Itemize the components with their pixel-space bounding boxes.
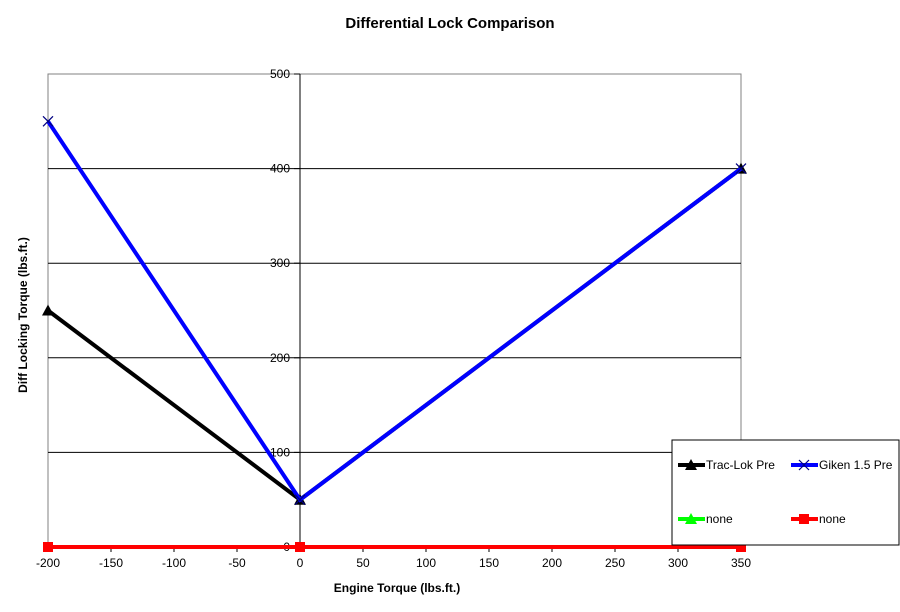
legend-item-2: none: [678, 512, 733, 526]
data-point: [295, 542, 305, 552]
chart-title: Differential Lock Comparison: [345, 15, 554, 32]
legend-item-0: Trac-Lok Pre: [678, 458, 775, 472]
data-point: [43, 542, 53, 552]
x-tick-label: 50: [356, 556, 370, 570]
y-axis-title: Diff Locking Torque (lbs.ft.): [16, 237, 30, 393]
series-3: [43, 542, 746, 552]
legend-marker: [798, 459, 810, 471]
legend-label: none: [819, 512, 846, 526]
data-point: [736, 542, 746, 552]
marker-stroke: [294, 494, 306, 506]
legend-label: Trac-Lok Pre: [706, 458, 775, 472]
legend-marker: [685, 513, 697, 524]
legend-item-1: Giken 1.5 Pre: [791, 458, 893, 472]
marker-stroke: [798, 459, 810, 471]
x-tick-label: 300: [668, 556, 688, 570]
marker-stroke: [42, 115, 54, 127]
data-point: [42, 115, 54, 127]
y-tick-label: 300: [270, 256, 290, 270]
legend-marker: [799, 514, 809, 524]
legend: Trac-Lok Pre Giken 1.5 Pre none none: [671, 439, 900, 546]
x-tick-label: 200: [542, 556, 562, 570]
x-tick-label: -100: [162, 556, 186, 570]
x-tick-label: 0: [297, 556, 304, 570]
gridlines: [48, 168, 741, 453]
x-tick-label: 250: [605, 556, 625, 570]
marker-stroke: [735, 163, 747, 175]
x-tick-label: -150: [99, 556, 123, 570]
data-point: [735, 163, 747, 175]
plot-area: [47, 73, 742, 548]
x-tick-label: 100: [416, 556, 436, 570]
legend-label: Giken 1.5 Pre: [819, 458, 893, 472]
x-axis-title: Engine Torque (lbs.ft.): [334, 581, 460, 595]
series-group: [42, 115, 747, 552]
legend-label: none: [706, 512, 733, 526]
legend-item-3: none: [791, 512, 846, 526]
x-tick-label: -50: [228, 556, 246, 570]
x-tick-label: 150: [479, 556, 499, 570]
series-1: [42, 115, 747, 506]
y-tick-label: 100: [270, 445, 290, 459]
y-tick-label: 200: [270, 351, 290, 365]
legend-marker: [685, 459, 697, 470]
x-tick-label: -200: [36, 556, 60, 570]
y-tick-label: 400: [270, 162, 290, 176]
data-point: [42, 304, 54, 316]
y-tick-label: 500: [270, 67, 290, 81]
legend-box: [671, 439, 900, 546]
x-tick-label: 350: [731, 556, 751, 570]
data-point: [294, 494, 306, 506]
